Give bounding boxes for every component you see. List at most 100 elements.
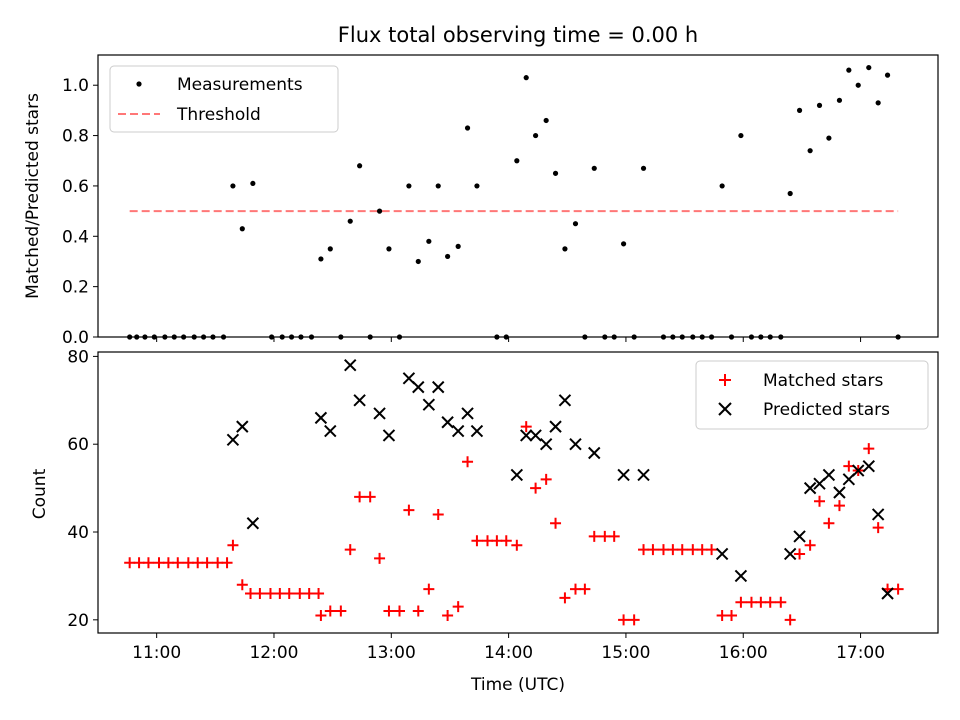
predicted-star-point [470, 424, 484, 438]
matched-star-point [364, 491, 376, 503]
x-axis-label: Time (UTC) [470, 675, 565, 695]
predicted-star-point [715, 547, 729, 561]
matched-star-point [313, 587, 325, 599]
measurement-point [426, 238, 432, 244]
predicted-star-point [510, 468, 524, 482]
measurement-point [327, 246, 333, 252]
predicted-star-point [783, 547, 797, 561]
measurement-point [445, 253, 451, 260]
legend-dot-marker-icon [136, 81, 142, 87]
top-y-tick-label: 0.8 [62, 127, 89, 147]
matched-star-point [657, 544, 669, 556]
predicted-star-point [852, 464, 865, 477]
matched-star-point [755, 596, 767, 608]
measurement-point [455, 243, 461, 249]
top-y-tick-label: 1.0 [62, 76, 89, 96]
bottom-y-tick-label: 20 [67, 611, 89, 631]
measurement-point [846, 67, 852, 73]
matched-star-point [283, 587, 295, 599]
matched-star-point [383, 605, 395, 617]
matched-star-point [716, 609, 728, 621]
predicted-star-point [793, 530, 806, 543]
top-y-axis-label: Matched/Predicted stars [23, 93, 43, 299]
predicted-star-point [382, 429, 396, 442]
matched-star-point [212, 557, 224, 569]
matched-star-point [706, 544, 718, 556]
x-tick-label: 15:00 [601, 643, 650, 663]
matched-star-point [608, 530, 620, 542]
predicted-star-point [881, 587, 894, 600]
matched-star-point [294, 587, 306, 599]
matched-star-point [540, 473, 552, 485]
matched-star-point [221, 557, 233, 569]
measurement-point [738, 132, 744, 139]
measurement-point [543, 117, 549, 124]
matched-star-point [172, 557, 184, 569]
predicted-star-point [412, 380, 425, 394]
matched-star-point [823, 517, 835, 529]
matched-star-point [124, 557, 136, 569]
predicted-star-point [871, 508, 885, 521]
measurement-point [523, 75, 529, 81]
matched-star-point [227, 539, 239, 551]
measurement-point [640, 165, 647, 171]
legend-matched-label: Matched stars [763, 371, 883, 391]
predicted-star-point [451, 424, 465, 438]
bottom-data-marks [124, 358, 904, 626]
matched-star-point [481, 535, 493, 547]
predicted-star-point [236, 420, 249, 433]
measurement-point [787, 190, 793, 197]
predicted-star-point [461, 407, 474, 420]
predicted-star-point [569, 437, 582, 451]
matched-star-point [423, 583, 435, 595]
predicted-star-point [617, 468, 630, 482]
matched-star-point [775, 596, 787, 608]
measurement-point [250, 180, 256, 187]
matched-star-point [588, 530, 600, 542]
matched-star-point [892, 583, 904, 595]
predicted-star-point [373, 407, 386, 420]
predicted-star-point [324, 424, 337, 438]
measurement-point [816, 102, 823, 108]
predicted-star-point [862, 459, 875, 473]
matched-star-point [745, 596, 757, 608]
matched-star-point [500, 535, 512, 547]
matched-star-point [153, 557, 165, 569]
predicted-star-point [314, 411, 328, 425]
measurement-point [357, 163, 363, 169]
measurement-point [875, 100, 881, 106]
predicted-star-point [803, 481, 817, 495]
matched-star-point [182, 557, 194, 569]
measurement-point [318, 256, 324, 262]
matched-star-point [142, 557, 154, 569]
top-y-tick-label: 0.2 [62, 278, 89, 298]
measurement-point [884, 72, 891, 78]
matched-star-point [394, 605, 406, 617]
bottom-axes-ticks: 11:00 12:00 13:00 14:00 15:00 16:00 17:00 20 40 6… [67, 347, 885, 663]
top-y-tick-label: 0.6 [62, 177, 89, 197]
predicted-star-point [529, 429, 542, 442]
predicted-star-point [422, 398, 436, 411]
matched-star-point [274, 587, 286, 599]
matched-star-point [324, 605, 336, 617]
matched-star-point [432, 508, 444, 520]
matched-star-point [491, 535, 503, 547]
matched-star-point [872, 522, 884, 534]
predicted-star-point [246, 517, 260, 530]
legend-predicted-label: Predicted stars [763, 400, 890, 420]
matched-star-point [726, 609, 738, 621]
matched-star-point [236, 579, 248, 591]
predicted-star-point [344, 358, 357, 372]
matched-star-point [471, 535, 483, 547]
measurement-point [435, 183, 441, 189]
x-tick-label: 12:00 [249, 643, 298, 663]
predicted-star-point [833, 486, 846, 499]
matched-star-point [344, 544, 356, 556]
matched-star-point [335, 605, 347, 617]
matched-star-point [254, 587, 266, 599]
bottom-legend-box [695, 360, 929, 430]
top-panel: Flux total observing time = 0.00 h 0.00.… [23, 23, 939, 348]
measurement-point [532, 132, 539, 139]
predicted-star-point [432, 380, 445, 394]
matched-star-point [133, 557, 145, 569]
